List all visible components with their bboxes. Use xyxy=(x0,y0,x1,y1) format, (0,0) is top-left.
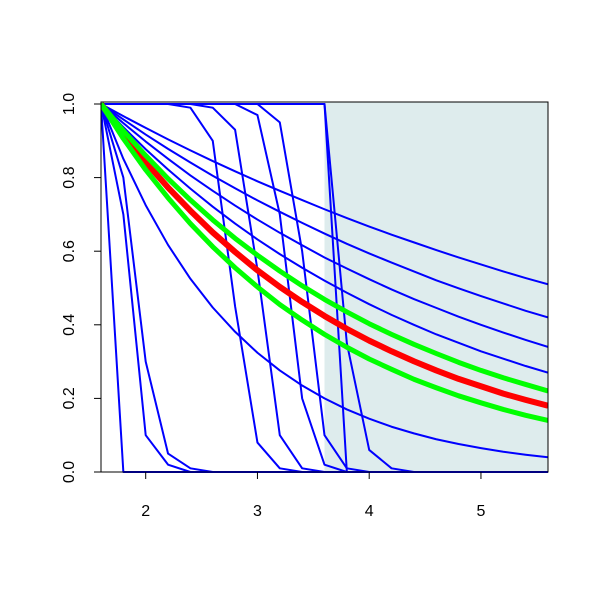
x-tick-label: 5 xyxy=(476,503,485,520)
curve xyxy=(101,103,548,319)
curve xyxy=(101,103,548,286)
x-tick-label: 2 xyxy=(141,503,150,520)
y-tick-label: 0.4 xyxy=(61,314,78,336)
y-tick-label: 0.8 xyxy=(61,166,78,188)
y-tick-label: 1.0 xyxy=(61,93,78,115)
plot-box xyxy=(100,101,549,473)
curve xyxy=(101,103,548,348)
curve xyxy=(101,102,548,394)
y-tick-label: 0.0 xyxy=(61,461,78,483)
curve xyxy=(101,103,548,374)
x-tick-label: 3 xyxy=(253,503,262,520)
shaded-region xyxy=(324,102,548,472)
x-tick-label: 4 xyxy=(365,503,374,520)
y-tick-label: 0.2 xyxy=(61,387,78,409)
curve xyxy=(101,102,548,423)
y-tick-label: 0.6 xyxy=(61,240,78,262)
curve xyxy=(101,102,548,409)
curve xyxy=(101,103,548,459)
